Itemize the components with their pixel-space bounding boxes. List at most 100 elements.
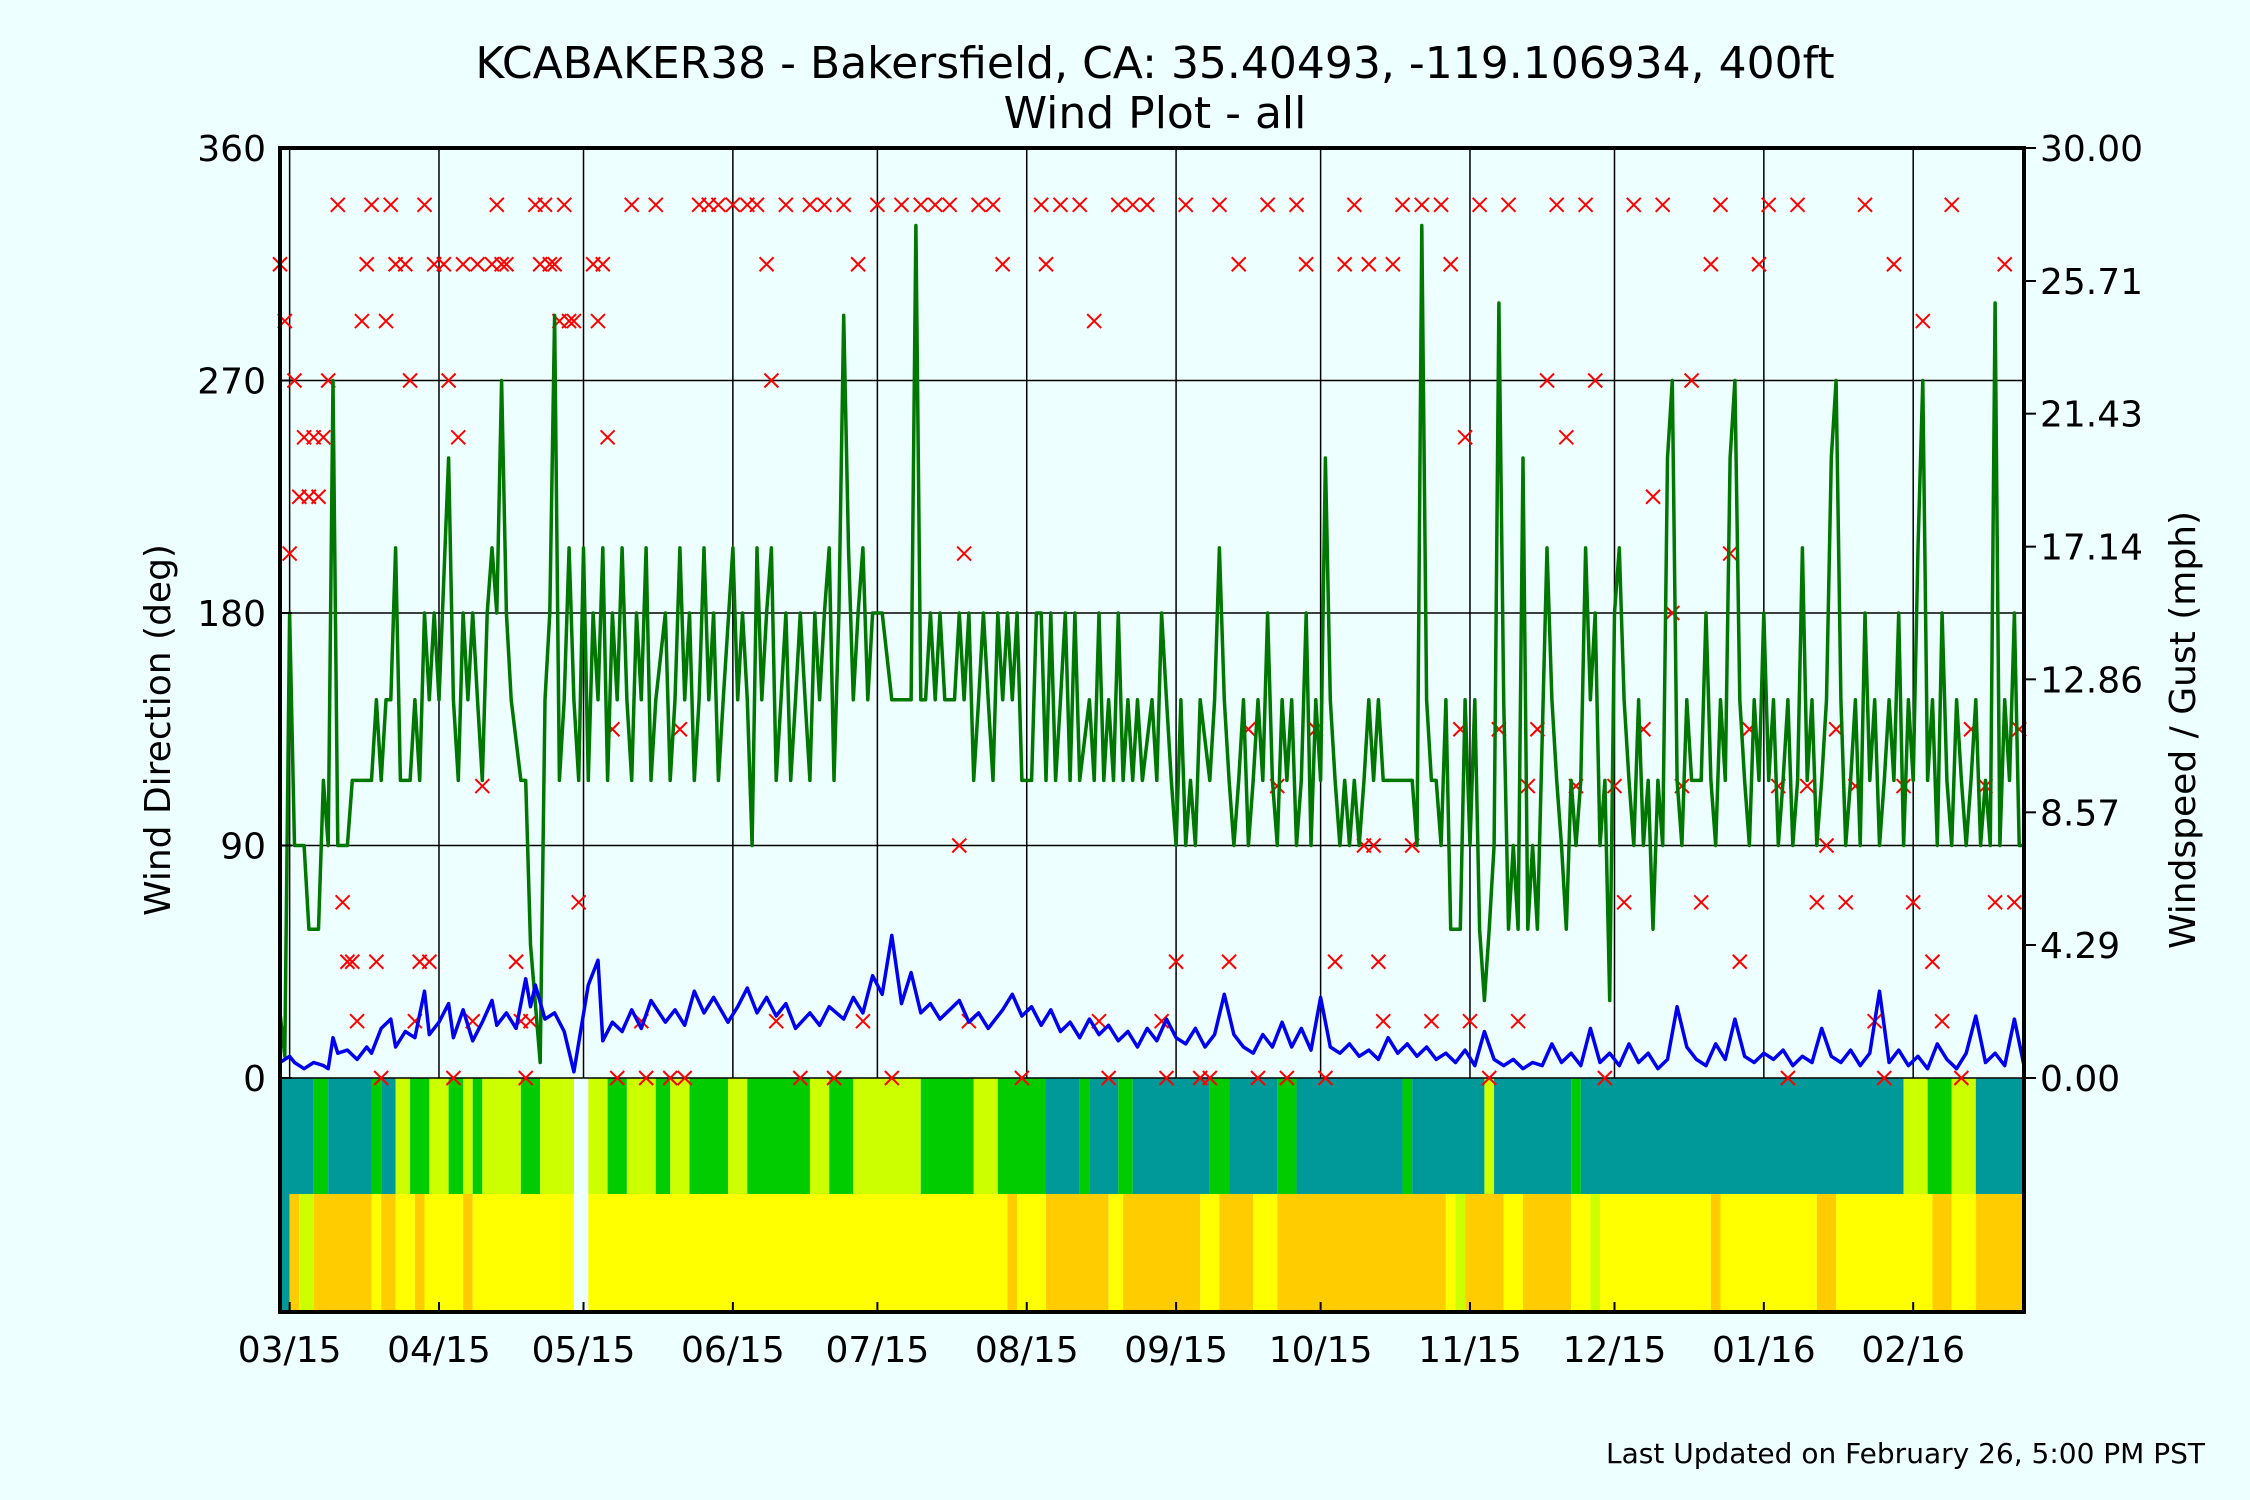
direction-marker: [884, 1070, 900, 1086]
direction-marker: [498, 256, 515, 272]
upper-strip-segment: [371, 1078, 382, 1194]
direction-marker: [489, 197, 505, 213]
direction-marker: [556, 197, 572, 213]
upper-strip-segment: [655, 1078, 671, 1194]
y-right-tick-label: 4.29: [2040, 926, 2120, 967]
direction-marker: [1052, 197, 1069, 213]
lower-strip-segment: [463, 1194, 473, 1312]
direction-marker: [1471, 197, 1488, 213]
direction-marker: [1370, 954, 1387, 970]
axis-ticks: 03/15 04/15 05/15 06/15 07/15 08/15 09/15 10/15…: [197, 129, 2143, 1371]
lower-strip-segment: [1590, 1194, 1601, 1312]
lower-strip-segment: [1219, 1194, 1254, 1312]
direction-marker: [570, 894, 587, 911]
upper-strip-segment: [1046, 1078, 1080, 1194]
direction-marker: [445, 1070, 462, 1086]
upper-strip-segment: [1494, 1078, 1572, 1194]
direction-marker: [970, 197, 987, 213]
upper-strip-segment: [1277, 1078, 1297, 1194]
x-tick-label: 01/16: [1712, 1330, 1816, 1371]
direction-marker: [1202, 1070, 1218, 1086]
upper-strip-segment: [689, 1078, 729, 1194]
upper-strip-segment: [607, 1078, 627, 1194]
lower-strip-segment: [1816, 1194, 1837, 1312]
direction-marker: [1597, 1070, 1613, 1086]
direction-marker: [927, 197, 943, 213]
upper-strip-segment: [809, 1078, 830, 1194]
direction-marker: [546, 256, 563, 272]
direction-marker: [1125, 197, 1141, 213]
lower-strip-segment: [1571, 1194, 1591, 1312]
direction-marker: [1838, 894, 1854, 911]
direction-marker: [1915, 313, 1931, 329]
direction-marker: [2006, 894, 2023, 911]
x-tick-label: 09/15: [1124, 1330, 1228, 1371]
direction-marker: [566, 313, 582, 329]
direction-marker: [339, 954, 356, 970]
direction-marker: [1924, 954, 1941, 970]
direction-marker: [1626, 197, 1642, 213]
x-tick-label: 11/15: [1418, 1330, 1522, 1371]
direction-marker: [1780, 1070, 1796, 1086]
direction-marker: [778, 197, 794, 213]
lower-strip-segment: [1600, 1194, 1711, 1312]
y-left-tick-label: 180: [197, 594, 266, 635]
lower-strip-segment: [1123, 1194, 1201, 1312]
direction-marker: [1654, 197, 1671, 213]
direction-marker: [1799, 778, 1815, 794]
upper-strip-segment: [313, 1078, 329, 1194]
chart-subtitle: Wind Plot - all: [1004, 88, 1307, 139]
upper-strip-segment: [1951, 1078, 1976, 1194]
direction-marker: [941, 197, 958, 213]
direction-marker: [1500, 197, 1517, 213]
upper-strip-segment: [1571, 1078, 1581, 1194]
direction-marker: [315, 429, 332, 446]
direction-marker: [1481, 1070, 1497, 1086]
lower-strip-segment: [395, 1194, 415, 1312]
direction-marker: [1423, 1013, 1440, 1029]
direction-marker: [1818, 837, 1835, 854]
direction-marker: [517, 1070, 534, 1086]
upper-strip-segment: [395, 1078, 411, 1194]
direction-marker: [1139, 197, 1155, 213]
direction-marker: [1809, 894, 1825, 911]
direction-marker: [1086, 313, 1102, 329]
direction-marker: [1886, 256, 1902, 272]
y-left-tick-label: 360: [197, 129, 266, 170]
direction-marker: [802, 197, 818, 213]
x-tick-label: 08/15: [975, 1330, 1079, 1371]
x-tick-label: 06/15: [681, 1330, 785, 1371]
direction-marker: [648, 197, 664, 213]
upper-strip-segment: [588, 1078, 608, 1194]
upper-strip-segment: [1580, 1078, 1904, 1194]
direction-marker: [359, 256, 375, 272]
lower-strip-segment: [1200, 1194, 1220, 1312]
lower-strip-segment: [1975, 1194, 2024, 1312]
direction-marker: [368, 954, 385, 970]
footer-updated: Last Updated on February 26, 5:00 PM PST: [1606, 1437, 2206, 1470]
direction-marker: [493, 256, 510, 272]
upper-strip-segment: [1118, 1078, 1133, 1194]
direction-marker: [1385, 256, 1401, 272]
direction-marker: [985, 197, 1001, 213]
upper-strip-segment: [747, 1078, 810, 1194]
direction-marker: [1231, 256, 1247, 272]
lower-strip-segment: [371, 1194, 382, 1312]
upper-strip-segment: [381, 1078, 396, 1194]
direction-marker: [792, 1070, 809, 1086]
upper-strip-segment: [1975, 1078, 2024, 1194]
upper-strip-segment: [1229, 1078, 1278, 1194]
upper-strip-segment: [540, 1078, 574, 1194]
lower-strip-segment: [1503, 1194, 1523, 1312]
direction-marker: [416, 197, 433, 213]
y-left-tick-label: 270: [197, 362, 266, 403]
direction-marker: [1693, 894, 1709, 911]
direction-marker: [1375, 1013, 1391, 1029]
upper-strip-segment: [448, 1078, 464, 1194]
direction-marker: [1548, 197, 1565, 213]
direction-marker: [1712, 197, 1729, 213]
direction-marker: [1558, 429, 1575, 446]
direction-marker: [542, 256, 558, 272]
direction-marker: [1577, 197, 1594, 213]
